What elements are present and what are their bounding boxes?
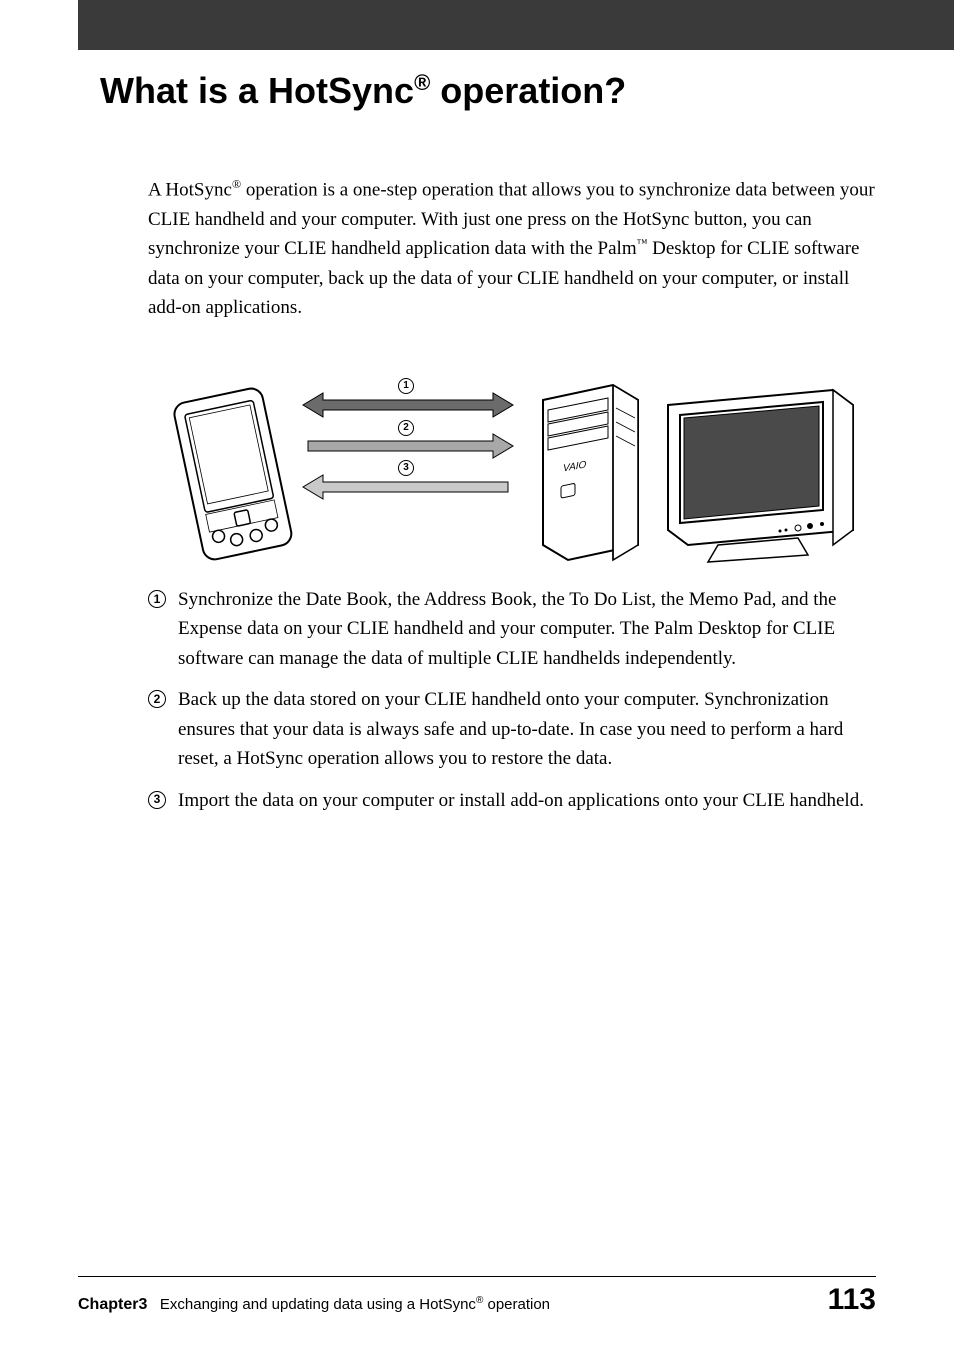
intro-tm: ™: [637, 238, 648, 250]
numbered-list: 1 Synchronize the Date Book, the Address…: [148, 585, 879, 827]
arrow-3-label: 3: [398, 460, 414, 476]
bullet-3-num: 3: [148, 791, 166, 809]
intro-part-0: A HotSync: [148, 179, 232, 200]
title-post: operation?: [430, 70, 626, 111]
bullet-1-num: 1: [148, 590, 166, 608]
bullet-1: 1: [148, 585, 178, 608]
arrow-2-label: 2: [398, 420, 414, 436]
monitor-icon: [668, 390, 853, 562]
chapter-title: Exchanging and updating data using a Hot…: [160, 1296, 476, 1313]
pda-icon: [172, 386, 293, 561]
list-item: 2 Back up the data stored on your CLIE h…: [148, 685, 879, 773]
footer-left: Chapter3 Exchanging and updating data us…: [78, 1295, 550, 1314]
item-3-text: Import the data on your computer or inst…: [178, 786, 879, 815]
chapter-label: Chapter3: [78, 1296, 147, 1313]
arrow-2: 2: [308, 417, 513, 458]
top-banner: [78, 0, 954, 50]
bullet-2: 2: [148, 685, 178, 708]
bullet-3: 3: [148, 786, 178, 809]
arrow-1: 1: [303, 375, 513, 417]
footer-rule: [78, 1276, 876, 1277]
title-pre: What is a HotSync: [100, 70, 414, 111]
page-footer: Chapter3 Exchanging and updating data us…: [78, 1283, 876, 1317]
chapter-title-post: operation: [483, 1296, 550, 1313]
list-item: 1 Synchronize the Date Book, the Address…: [148, 585, 879, 673]
intro-reg: ®: [232, 177, 241, 191]
item-1-text: Synchronize the Date Book, the Address B…: [178, 585, 879, 673]
item-2-text: Back up the data stored on your CLIE han…: [178, 685, 879, 773]
sync-diagram: 1 2 3 VAIO: [148, 365, 868, 565]
page-title: What is a HotSync® operation?: [100, 70, 626, 112]
list-item: 3 Import the data on your computer or in…: [148, 786, 879, 815]
arrow-3: 3: [303, 457, 508, 499]
title-reg: ®: [414, 70, 430, 95]
arrow-1-label: 1: [398, 378, 414, 394]
bullet-2-num: 2: [148, 690, 166, 708]
intro-paragraph: A HotSync® operation is a one-step opera…: [148, 175, 879, 323]
page-number: 113: [828, 1283, 876, 1317]
computer-tower-icon: VAIO: [543, 385, 638, 560]
